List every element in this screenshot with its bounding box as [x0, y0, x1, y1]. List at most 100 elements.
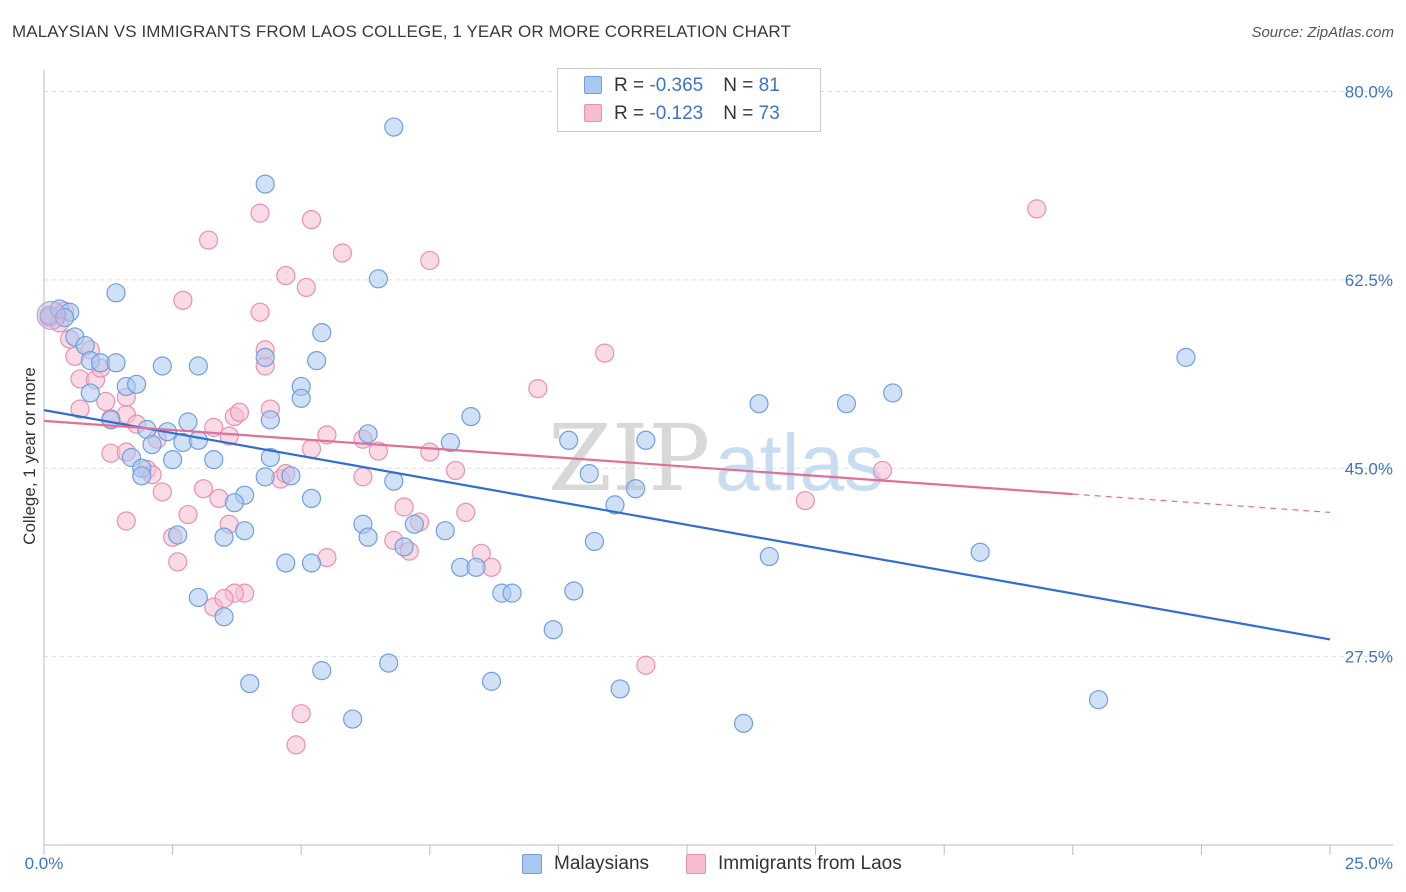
laos-point-19 [116, 511, 136, 531]
x-tick-label-1: 25.0% [1345, 854, 1393, 873]
legend-r-label: R = [614, 75, 650, 96]
malaysians-point-55 [440, 432, 460, 453]
malaysians-point-51 [214, 607, 234, 627]
malaysians-point-35 [291, 388, 311, 408]
malaysians-point-28 [224, 493, 244, 513]
legend: R = -0.365 N = 81 R = -0.123 N = 73 [557, 68, 821, 132]
laos-point-24 [193, 479, 214, 499]
malaysians-point-72 [759, 546, 779, 567]
malaysians-point-65 [625, 479, 646, 499]
malaysians-point-32 [255, 347, 275, 367]
malaysians-point-66 [564, 581, 584, 601]
bottom-legend-swatch-malaysians [522, 854, 542, 874]
malaysians-point-50 [188, 587, 208, 608]
y-tick-label-3: 80.0% [1345, 83, 1393, 102]
x-tick-label-0: 0.0% [25, 854, 64, 873]
laos-point-43 [301, 210, 322, 230]
laos-point-69 [1027, 199, 1047, 219]
malaysians-point-31 [260, 447, 280, 468]
malaysians-point-61 [466, 557, 486, 577]
legend-n-value: 81 [758, 75, 780, 96]
legend-r-value: -0.123 [649, 103, 704, 124]
malaysians-point-81 [481, 671, 502, 691]
malaysians-point-39 [301, 488, 322, 509]
laos-point-68 [872, 460, 893, 481]
bottom-legend-label-malaysians: Malaysians [554, 853, 650, 874]
legend-stats-laos: R = -0.123 N = 73 [614, 101, 780, 127]
malaysians-point-10 [80, 383, 100, 403]
malaysians-point-77 [1088, 690, 1109, 710]
laos-point-5 [70, 399, 90, 419]
laos-point-49 [368, 441, 388, 461]
legend-r-label: R = [614, 103, 650, 124]
laos-point-31 [229, 402, 250, 422]
laos-point-63 [291, 704, 311, 724]
malaysians-point-56 [435, 521, 455, 541]
malaysians-point-71 [749, 394, 769, 414]
cluster-marker [36, 300, 66, 330]
legend-n-label: N = [723, 75, 759, 96]
tick-labels: 27.5% 45.0% 62.5% 80.0% 0.0% 25.0% [25, 83, 1393, 873]
laos-point-21 [168, 552, 188, 572]
malaysians-point-19 [178, 412, 198, 432]
malaysians-point-26 [132, 466, 152, 486]
laos-point-51 [394, 497, 414, 517]
laos-point-64 [286, 735, 306, 755]
laos-point-41 [296, 277, 316, 298]
laos-point-34 [250, 302, 270, 322]
laos-point-25 [199, 230, 219, 250]
malaysians-point-75 [970, 542, 990, 562]
malaysians-point-24 [204, 450, 224, 470]
malaysians-point-60 [502, 583, 522, 603]
malaysians-point-57 [461, 406, 481, 427]
malaysians-point-37 [307, 351, 327, 371]
laos-point-33 [250, 203, 270, 223]
malaysians-point-54 [394, 537, 414, 557]
malaysians-point-76 [1176, 347, 1196, 367]
laos-point-23 [173, 290, 193, 310]
trend-line-1 [43, 419, 1073, 496]
watermark-atlas: atlas [715, 418, 884, 507]
laos-point-46 [332, 243, 352, 263]
malaysians-point-69 [610, 679, 630, 699]
trend-lines [43, 409, 1331, 641]
malaysians-point-40 [368, 269, 388, 289]
y-tick-label-1: 45.0% [1345, 459, 1393, 478]
laos-point-22 [178, 504, 198, 525]
series-immigrants-from-laos [39, 199, 1047, 755]
axes [43, 70, 1393, 855]
laos-point-62 [636, 655, 656, 675]
malaysians-point-38 [281, 466, 301, 486]
malaysians-point-53 [404, 514, 424, 534]
malaysians-point-36 [312, 323, 332, 343]
y-tick-label-0: 27.5% [1345, 648, 1393, 667]
malaysians-point-80 [312, 661, 332, 681]
legend-n-label: N = [723, 103, 759, 124]
malaysians-point-79 [343, 709, 363, 729]
malaysians-point-42 [384, 471, 404, 491]
malaysians-point-20 [188, 430, 208, 450]
malaysians-point-49 [168, 525, 188, 545]
malaysians-point-8 [106, 283, 126, 303]
malaysians-point-52 [384, 117, 404, 137]
malaysians-point-46 [301, 553, 322, 573]
laos-point-54 [420, 250, 440, 271]
trend-line-0 [43, 409, 1331, 641]
laos-point-39 [276, 265, 296, 286]
malaysians-point-83 [733, 713, 754, 733]
malaysians-point-68 [605, 495, 625, 515]
malaysians-point-44 [358, 527, 378, 547]
malaysians-point-30 [255, 467, 275, 487]
malaysians-point-62 [559, 430, 579, 450]
bottom-legend-swatch-laos [686, 854, 706, 874]
malaysians-point-64 [584, 531, 605, 552]
malaysians-point-41 [358, 424, 378, 444]
malaysians-point-82 [240, 673, 260, 694]
malaysians-point-73 [836, 394, 857, 414]
laos-point-8 [96, 391, 116, 412]
laos-point-60 [528, 379, 548, 399]
laos-point-57 [456, 502, 476, 522]
malaysians-point-67 [543, 620, 563, 640]
source-label: Source: ZipAtlas.com [1251, 24, 1394, 41]
